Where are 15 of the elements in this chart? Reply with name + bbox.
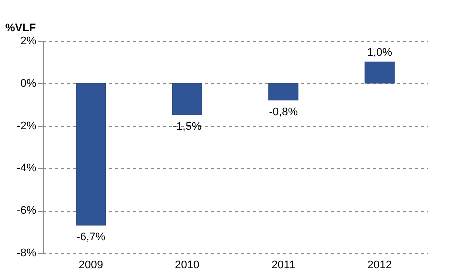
y-tick-label: 2% — [20, 36, 37, 48]
data-label: -1,5% — [173, 121, 202, 134]
y-tick-label: -2% — [16, 120, 37, 132]
x-tick-label: 2010 — [175, 260, 200, 272]
x-tick-label: 2009 — [78, 260, 104, 272]
data-label: -6,7% — [76, 231, 106, 244]
data-label: 1,0% — [367, 47, 393, 60]
x-tick-label: 2012 — [368, 260, 392, 272]
data-label: -0,8% — [269, 106, 298, 118]
x-tick-label: 2011 — [272, 260, 296, 272]
y-axis-title: %VLF — [6, 22, 36, 34]
y-tick-label: -8% — [16, 248, 37, 260]
y-tick-label: -4% — [16, 162, 37, 175]
y-tick-label: 0% — [20, 78, 37, 90]
y-tick-label: -6% — [16, 205, 37, 218]
